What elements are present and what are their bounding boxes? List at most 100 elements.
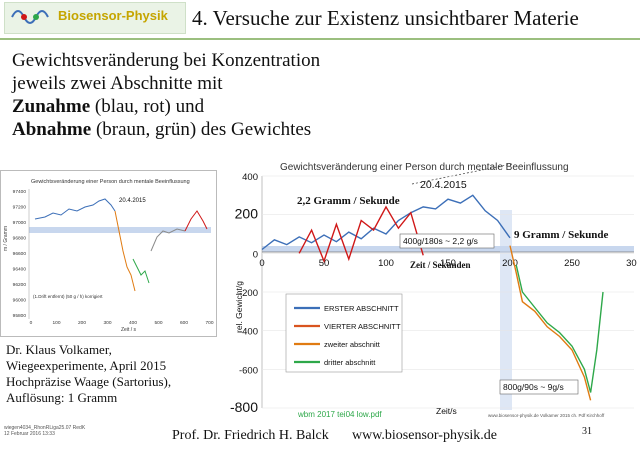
series-layer [261, 194, 604, 401]
small-series-green [132, 258, 150, 284]
footer-file-info: wiegen4034_RhonRLiga25.07 RedK 12 Februa… [4, 425, 85, 437]
small-y-tick-label: 95800 [13, 313, 27, 319]
main-chart-date: 20.4.2015 [420, 179, 467, 191]
footer-author: Prof. Dr. Friedrich H. Balck [172, 428, 329, 443]
small-chart-band [29, 227, 211, 233]
small-x-tick-label: 300 [103, 320, 111, 326]
intro-increase-rest: (blau, rot) und [90, 96, 205, 117]
small-chart-ylabel: m / Gramm [3, 226, 9, 251]
intro-line-4: Abnahme (braun, grün) des Gewichtes [12, 119, 311, 141]
x-tick-label: 150 [440, 258, 456, 269]
small-chart: Gewichtsveränderung einer Person durch m… [0, 170, 217, 337]
y-tick-label: 400 [242, 172, 258, 183]
main-chart-pointer-line [411, 163, 513, 185]
author-name: Dr. Klaus Volkamer, [6, 342, 112, 357]
y-axis-label: rel. Gewicht/g [234, 281, 244, 333]
legend-label: dritter abschnitt [324, 358, 376, 367]
small-y-tick-label: 96000 [13, 298, 27, 304]
y-tick-label: 200 [235, 206, 259, 222]
small-series-brown [114, 210, 136, 292]
small-x-tick-label: 700 [205, 320, 213, 326]
intro-line-1: Gewichtsveränderung bei Konzentration [12, 50, 321, 71]
y-tick-label: -600 [239, 365, 258, 376]
small-chart-note: (1.Drift entfernt) (50 g / h) korrigiert [33, 294, 103, 299]
x-axis-label: Zeit/s [436, 406, 457, 416]
small-y-tick-label: 96200 [13, 282, 27, 288]
rate-up-label: 2,2 Gramm / Sekunde [297, 195, 400, 207]
y-tick-label: -400 [239, 327, 258, 338]
small-chart-y-ticks: 97400 97200 97000 96800 96600 96400 96200 96000… [13, 189, 27, 319]
small-y-tick-label: 96800 [13, 236, 27, 242]
small-series-blue [34, 198, 116, 220]
intro-line-2: jeweils zwei Abschnitte mit [12, 73, 223, 94]
intro-increase-word: Zunahme [12, 96, 91, 117]
x-tick-labels: 0 50 100 150 200 250 300 [259, 258, 637, 269]
small-y-tick-label: 97200 [13, 205, 27, 211]
author-scale: Hochpräzise Waage (Sartorius), [6, 374, 172, 389]
y-tick-label: -200 [239, 288, 258, 299]
small-y-tick-label: 96600 [13, 251, 27, 257]
rate-down-box [499, 379, 579, 395]
small-chart-date: 20.4.2015 [119, 198, 146, 204]
slide-title: 4. Versuche zur Existenz unsichtbarer Ma… [192, 6, 579, 30]
x-tick-label: 100 [378, 258, 394, 269]
legend: ERSTER ABSCHNITT VIERTER ABSCHNITT zweiter… [285, 293, 403, 373]
rate-up-box-text: 400g/180s ~ 2,2 g/s [403, 236, 478, 246]
sine-wave-logo-icon [11, 10, 49, 24]
x-tick-label: 300 [626, 258, 637, 269]
x-tick-label: 200 [502, 258, 518, 269]
small-x-tick-label: 0 [30, 320, 33, 326]
series-line-4 [515, 264, 604, 393]
rate-down-label: 9 Gramm / Sekunde [514, 229, 609, 241]
slide-header: Biosensor-Physik 4. Versuche zur Existen… [0, 0, 640, 38]
small-x-tick-label: 600 [180, 320, 188, 326]
legend-label: ERSTER ABSCHNITT [324, 304, 399, 313]
small-series-red [184, 210, 208, 232]
x-tick-label: 250 [564, 258, 580, 269]
small-chart-x-ticks: 0 100 200 300 400 500 600 700 [30, 320, 214, 326]
y-tick-label: -800 [230, 399, 258, 415]
small-y-tick-label: 97000 [13, 220, 27, 226]
legend-items: ERSTER ABSCHNITT VIERTER ABSCHNITT zweiter… [294, 304, 401, 367]
small-x-tick-label: 500 [154, 320, 162, 326]
small-series-grey [150, 228, 186, 252]
legend-label: zweiter abschnitt [324, 340, 381, 349]
zero-band [262, 246, 634, 252]
credit-note: www.biosensor-physik.de Volkamer 2015 ch… [488, 413, 605, 418]
rate-down-box-text: 800g/90s ~ 9g/s [503, 382, 564, 392]
small-x-tick-label: 100 [52, 320, 60, 326]
small-y-tick-label: 96400 [13, 267, 27, 273]
y-tick-label: 0 [253, 249, 258, 260]
page-number: 31 [582, 426, 592, 437]
main-chart-title: Gewichtsveränderung einer Person durch m… [280, 162, 569, 173]
x-axis-label-seconds: Zeit / Sekunden [410, 260, 471, 270]
small-chart-xlabel: Zeit / s [121, 327, 137, 333]
main-chart: Gewichtsveränderung einer Person durch m… [230, 162, 637, 419]
intro-line-3: Zunahme (blau, rot) und [12, 96, 204, 118]
legend-label: VIERTER ABSCHNITT [324, 322, 401, 331]
source-note: wbm 2017 tei04 low.pdf [297, 410, 382, 419]
footer-file-date: 12 Februar 2016 13:33 [4, 431, 55, 437]
author-experiment: Wiegeexperimente, April 2015 [6, 358, 167, 373]
small-x-tick-label: 400 [129, 320, 137, 326]
rate-up-box [399, 233, 495, 249]
series-line-2 [298, 205, 424, 264]
intro-decrease-word: Abnahme [12, 119, 92, 140]
small-y-tick-label: 97400 [13, 189, 27, 195]
title-divider [0, 38, 640, 40]
x-tick-label: 50 [319, 258, 330, 269]
x-tick-label: 0 [259, 258, 264, 269]
small-chart-title: Gewichtsveränderung einer Person durch m… [31, 179, 190, 185]
footer-file-name: wiegen4034_RhonRLiga25.07 RedK [4, 425, 86, 431]
small-x-tick-label: 200 [78, 320, 86, 326]
y-tick-labels: 400 200 0 -200 -400 -600 -800 [230, 172, 258, 415]
series-line-3 [509, 245, 592, 401]
footer-website: www.biosensor-physik.de [352, 428, 498, 443]
small-chart-svg: Gewichtsveränderung einer Person durch m… [3, 179, 214, 333]
series-line-1 [261, 194, 511, 251]
logo-text: Biosensor-Physik [58, 8, 168, 23]
segment-divider [500, 210, 512, 410]
intro-decrease-rest: (braun, grün) des Gewichtes [91, 119, 312, 140]
grid-lines [262, 175, 634, 409]
author-resolution: Auflösung: 1 Gramm [6, 390, 118, 405]
